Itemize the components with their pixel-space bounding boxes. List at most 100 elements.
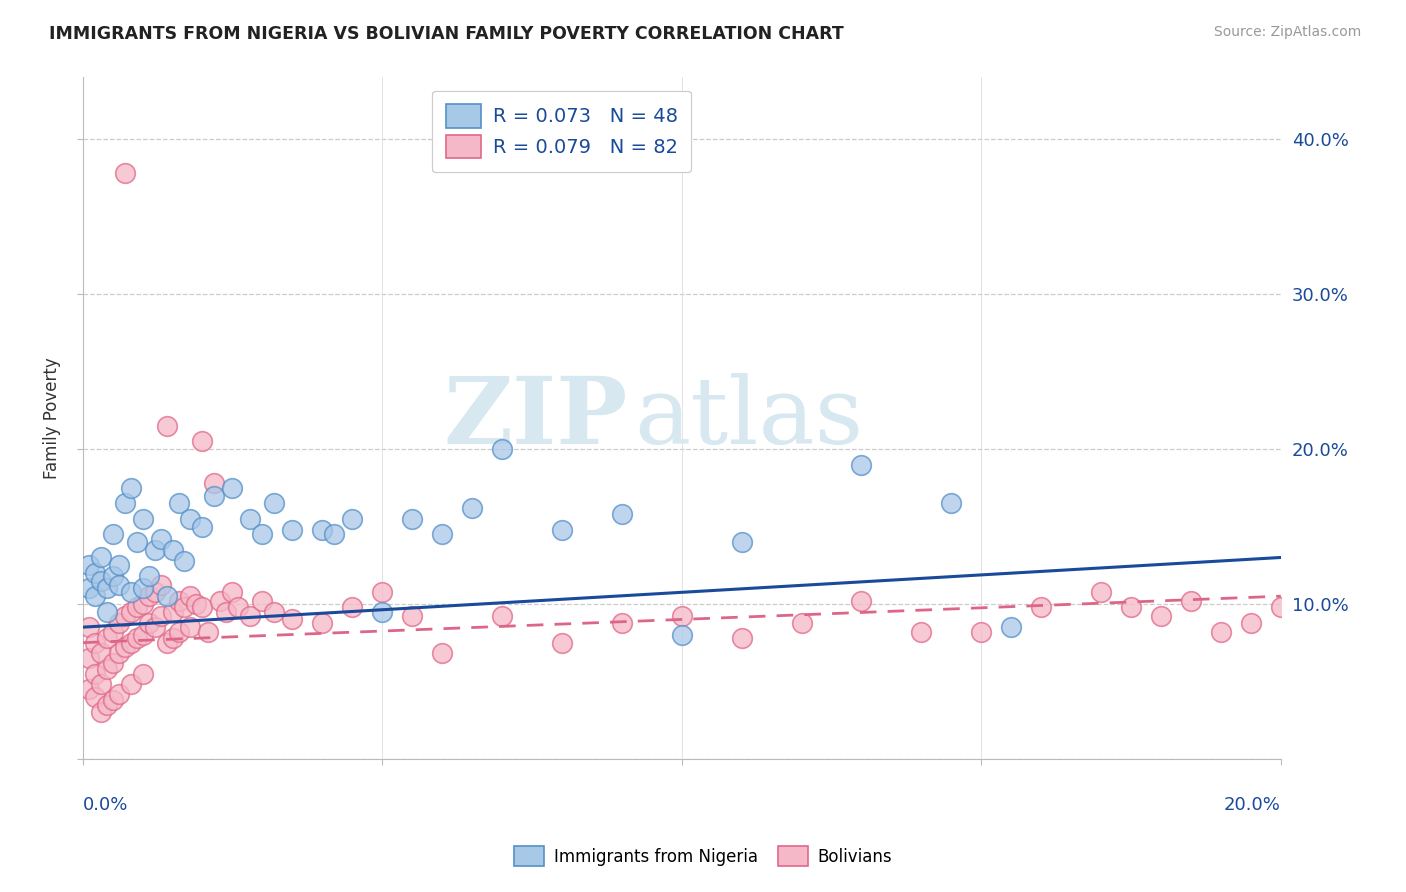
Point [323,527,346,541]
Point [120,481,142,495]
Point [730,631,752,645]
Point [155,635,177,649]
Point [167,594,190,608]
Point [263,496,285,510]
Point [131,597,153,611]
Point [107,647,129,661]
Point [851,458,873,472]
Point [191,434,214,449]
Point [215,605,238,619]
Point [107,615,129,630]
Text: ZIP: ZIP [443,373,628,463]
Point [83,635,105,649]
Point [83,666,105,681]
Point [342,512,364,526]
Point [90,574,112,588]
Point [125,600,148,615]
Point [191,600,214,615]
Point [1330,656,1353,670]
Point [77,582,100,596]
Point [342,600,364,615]
Point [1090,584,1112,599]
Point [83,589,105,603]
Point [167,496,190,510]
Point [1209,624,1232,639]
Point [114,496,136,510]
Point [120,677,142,691]
Point [96,698,118,712]
Point [155,418,177,433]
Point [77,651,100,665]
Point [90,647,112,661]
Point [221,584,243,599]
Point [311,615,333,630]
Point [131,512,153,526]
Point [167,624,190,639]
Text: 0.0%: 0.0% [83,797,128,814]
Point [204,476,226,491]
Point [143,584,166,599]
Point [970,624,993,639]
Point [90,550,112,565]
Text: atlas: atlas [634,373,863,463]
Point [173,600,195,615]
Point [461,500,484,515]
Point [120,584,142,599]
Point [77,620,100,634]
Point [101,527,124,541]
Legend: Immigrants from Nigeria, Bolivians: Immigrants from Nigeria, Bolivians [508,839,898,873]
Point [77,558,100,573]
Point [1119,600,1142,615]
Point [101,569,124,583]
Point [311,523,333,537]
Point [228,600,250,615]
Point [1150,609,1173,624]
Point [671,609,693,624]
Point [125,535,148,549]
Point [221,481,243,495]
Point [551,523,574,537]
Point [197,624,219,639]
Point [204,489,226,503]
Point [186,597,208,611]
Point [90,677,112,691]
Point [730,535,752,549]
Point [101,656,124,670]
Point [138,569,160,583]
Point [1031,600,1053,615]
Point [83,690,105,704]
Point [252,527,274,541]
Point [941,496,963,510]
Point [401,512,423,526]
Point [149,578,172,592]
Point [125,631,148,645]
Point [96,631,118,645]
Point [107,558,129,573]
Point [371,584,394,599]
Point [114,609,136,624]
Text: IMMIGRANTS FROM NIGERIA VS BOLIVIAN FAMILY POVERTY CORRELATION CHART: IMMIGRANTS FROM NIGERIA VS BOLIVIAN FAMI… [49,25,844,43]
Point [610,615,633,630]
Point [263,605,285,619]
Point [173,553,195,567]
Point [107,578,129,592]
Point [491,442,513,456]
Point [551,635,574,649]
Point [430,527,453,541]
Point [149,609,172,624]
Point [107,687,129,701]
Point [252,594,274,608]
Point [281,523,304,537]
Point [239,512,262,526]
Point [1000,620,1022,634]
Point [131,666,153,681]
Point [371,605,394,619]
Point [239,609,262,624]
Point [671,628,693,642]
Point [101,624,124,639]
Text: 20.0%: 20.0% [1225,797,1281,814]
Point [162,605,184,619]
Point [83,566,105,580]
Point [1299,512,1322,526]
Point [131,582,153,596]
